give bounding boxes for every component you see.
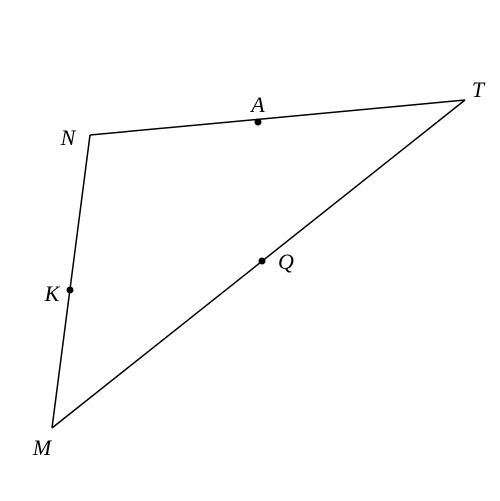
point-k-dot bbox=[67, 287, 74, 294]
point-a-dot bbox=[255, 119, 262, 126]
edge-t-m bbox=[52, 100, 465, 428]
diagram-svg bbox=[0, 0, 500, 501]
point-q-dot bbox=[259, 258, 266, 265]
label-m: M bbox=[33, 435, 51, 461]
label-n: N bbox=[61, 125, 76, 151]
label-t: T bbox=[472, 77, 484, 103]
label-k: K bbox=[45, 281, 60, 307]
label-q: Q bbox=[278, 249, 294, 275]
triangle-diagram: N T M A K Q bbox=[0, 0, 500, 501]
edge-n-t bbox=[90, 100, 465, 135]
label-a: A bbox=[251, 92, 264, 118]
